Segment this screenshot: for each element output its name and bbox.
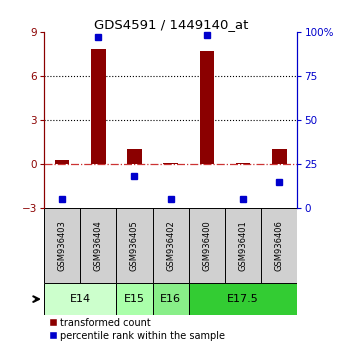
Text: GSM936405: GSM936405 (130, 220, 139, 271)
Bar (200, 51, 214, 164)
Text: GSM936402: GSM936402 (166, 220, 175, 271)
Bar (189, 284, 297, 315)
Bar (127, 149, 142, 164)
Bar (164, 163, 178, 164)
Text: E17.5: E17.5 (227, 294, 259, 304)
Text: GSM936403: GSM936403 (57, 220, 67, 271)
Text: E16: E16 (160, 294, 181, 304)
Text: E15: E15 (124, 294, 145, 304)
Text: GSM936406: GSM936406 (275, 220, 284, 271)
Text: GSM936401: GSM936401 (239, 220, 248, 271)
Text: E14: E14 (70, 294, 91, 304)
Bar (44, 284, 116, 315)
Bar (152, 284, 189, 315)
Text: GSM936400: GSM936400 (202, 220, 211, 271)
Bar (91, 50, 105, 164)
Title: GDS4591 / 1449140_at: GDS4591 / 1449140_at (94, 18, 248, 31)
Text: GSM936404: GSM936404 (94, 220, 103, 271)
Legend: transformed count, percentile rank within the sample: transformed count, percentile rank withi… (49, 318, 225, 341)
Bar (236, 163, 250, 164)
Bar (55, 160, 69, 164)
Bar (272, 149, 287, 164)
Bar (116, 284, 152, 315)
